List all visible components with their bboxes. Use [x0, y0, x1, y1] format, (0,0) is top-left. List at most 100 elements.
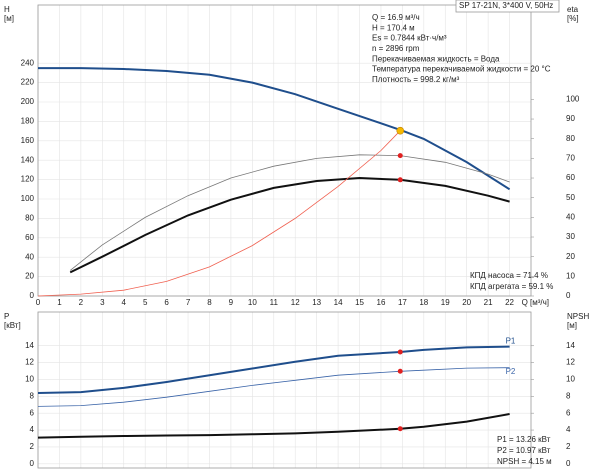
y-tick-label: 100 — [21, 194, 35, 203]
y2-tick-label: 0 — [566, 459, 571, 468]
x-tick-label: 4 — [122, 298, 127, 307]
x-tick-label: 3 — [100, 298, 105, 307]
x-axis-label: Q [м³/ч] — [522, 298, 549, 307]
y-tick-label: 160 — [21, 136, 35, 145]
curve — [69, 176, 510, 274]
x-tick-label: 18 — [419, 298, 428, 307]
annotation: Температура перекачиваемой жидкости = 20… — [372, 65, 551, 74]
curve — [37, 130, 401, 297]
y-tick-label: 4 — [30, 425, 35, 434]
annotation: NPSH = 4.15 м — [497, 457, 552, 466]
curve — [37, 345, 510, 394]
annotation: Es = 0.7844 кВт·ч/м³ — [372, 34, 447, 43]
y-tick-label: 20 — [25, 272, 34, 281]
curve-label: P2 — [506, 367, 516, 376]
y-axis-label: [кВт] — [4, 321, 21, 330]
y-tick-label: 200 — [21, 97, 35, 106]
y2-tick-label: 70 — [566, 153, 575, 162]
y-tick-label: 14 — [25, 341, 34, 350]
y-tick-label: 10 — [25, 375, 34, 384]
annotation: Плотность = 998.2 кг/м³ — [372, 75, 460, 84]
y2-tick-label: 60 — [566, 173, 575, 182]
x-tick-label: 6 — [164, 298, 169, 307]
curve — [69, 154, 510, 271]
header: SP 17-21N, 3*400 V, 50Hz — [459, 1, 553, 10]
x-tick-label: 1 — [57, 298, 62, 307]
operating-point — [397, 426, 403, 432]
y2-axis-label: [м] — [567, 321, 577, 330]
x-tick-label: 22 — [505, 298, 514, 307]
y-tick-label: 12 — [25, 358, 34, 367]
x-tick-label: 11 — [270, 298, 279, 307]
y-tick-label: 180 — [21, 117, 35, 126]
curve-label: P1 — [506, 337, 516, 346]
y2-tick-label: 12 — [566, 358, 575, 367]
y-tick-label: 6 — [30, 408, 35, 417]
y-tick-label: 0 — [30, 459, 35, 468]
x-tick-label: 5 — [143, 298, 148, 307]
operating-point — [396, 126, 405, 135]
x-tick-label: 15 — [355, 298, 364, 307]
y-tick-label: 80 — [25, 214, 34, 223]
operating-point — [397, 349, 403, 355]
x-tick-label: 0 — [36, 298, 41, 307]
y-tick-label: 140 — [21, 155, 35, 164]
plot-frame — [37, 4, 532, 297]
x-tick-label: 20 — [462, 298, 471, 307]
y-tick-label: 2 — [30, 442, 35, 451]
y-tick-label: 220 — [21, 78, 35, 87]
annotation: P2 = 10.97 кВт — [497, 446, 551, 455]
y2-tick-label: 30 — [566, 232, 575, 241]
x-tick-label: 16 — [377, 298, 386, 307]
y2-tick-label: 50 — [566, 193, 575, 202]
y2-tick-label: 6 — [566, 408, 571, 417]
y2-tick-label: 40 — [566, 212, 575, 221]
annotation: n = 2896 rpm — [372, 44, 420, 53]
y-axis-label: P — [4, 312, 9, 321]
y2-tick-label: 10 — [566, 375, 575, 384]
x-tick-label: 8 — [207, 298, 212, 307]
x-tick-label: 2 — [79, 298, 84, 307]
y-tick-label: 40 — [25, 252, 34, 261]
annotation: P1 = 13.26 кВт — [497, 435, 551, 444]
x-tick-label: 13 — [312, 298, 321, 307]
y2-tick-label: 90 — [566, 114, 575, 123]
x-tick-label: 10 — [248, 298, 257, 307]
y-tick-label: 120 — [21, 175, 35, 184]
y-tick-label: 8 — [30, 391, 35, 400]
annotation: Q = 16.9 м³/ч — [372, 13, 420, 22]
curve — [38, 67, 511, 191]
annotation: H = 170.4 м — [372, 23, 415, 32]
y2-tick-label: 20 — [566, 252, 575, 261]
y-axis-label: H — [4, 5, 10, 14]
x-tick-label: 14 — [334, 298, 343, 307]
x-tick-label: 21 — [484, 298, 493, 307]
annotation: КПД агрегата = 59.1 % — [470, 282, 553, 291]
y2-axis-label: eta — [567, 5, 579, 14]
x-tick-label: 9 — [229, 298, 234, 307]
y-tick-label: 0 — [30, 291, 35, 300]
y-tick-label: 240 — [21, 58, 35, 67]
x-tick-label: 19 — [441, 298, 450, 307]
x-tick-label: 7 — [186, 298, 191, 307]
y2-tick-label: 10 — [566, 271, 575, 280]
operating-point — [397, 368, 403, 374]
x-tick-label: 17 — [398, 298, 407, 307]
operating-point — [397, 153, 403, 159]
y2-tick-label: 2 — [566, 442, 571, 451]
y-tick-label: 60 — [25, 233, 34, 242]
operating-point — [397, 177, 403, 183]
header-box — [455, 0, 560, 13]
x-tick-label: 12 — [291, 298, 300, 307]
y2-tick-label: 100 — [566, 94, 580, 103]
annotation: Перекачиваемая жидкость = Вода — [372, 54, 500, 63]
curve — [37, 367, 510, 407]
y2-tick-label: 4 — [566, 425, 571, 434]
curve — [37, 413, 510, 439]
plot-frame — [37, 311, 532, 469]
y2-tick-label: 80 — [566, 134, 575, 143]
y2-axis-label: [%] — [567, 14, 579, 23]
y2-tick-label: 14 — [566, 341, 575, 350]
y2-tick-label: 8 — [566, 391, 571, 400]
